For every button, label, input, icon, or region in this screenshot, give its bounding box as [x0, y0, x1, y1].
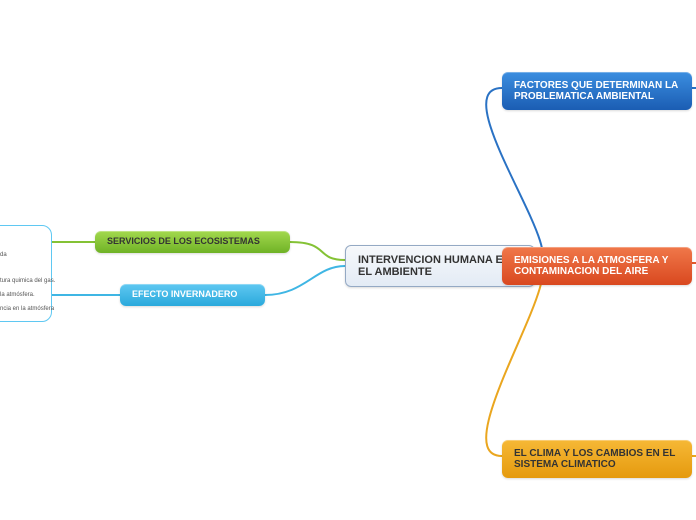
node-emisiones[interactable]: EMISIONES A LA ATMOSFERA Y CONTAMINACION…	[502, 247, 692, 285]
node-factores[interactable]: FACTORES QUE DETERMINAN LA PROBLEMATICA …	[502, 72, 692, 110]
node-clima[interactable]: EL CLIMA Y LOS CAMBIOS EN EL SISTEMA CLI…	[502, 440, 692, 478]
node-efecto[interactable]: EFECTO INVERNADERO	[120, 284, 265, 306]
connector-servicios	[290, 242, 345, 260]
offscreen-text-fragment: ncia en la atmósfera	[0, 306, 54, 312]
offscreen-text-fragment: da	[0, 252, 7, 258]
offscreen-text-fragment: tura quimica del gas.	[0, 278, 55, 284]
node-servicios[interactable]: SERVICIOS DE LOS ECOSISTEMAS	[95, 231, 290, 253]
offscreen-text-fragment: la atmósfera.	[0, 292, 35, 298]
connector-clima	[486, 263, 542, 456]
connector-factores	[486, 88, 542, 263]
connector-efecto	[265, 266, 345, 295]
